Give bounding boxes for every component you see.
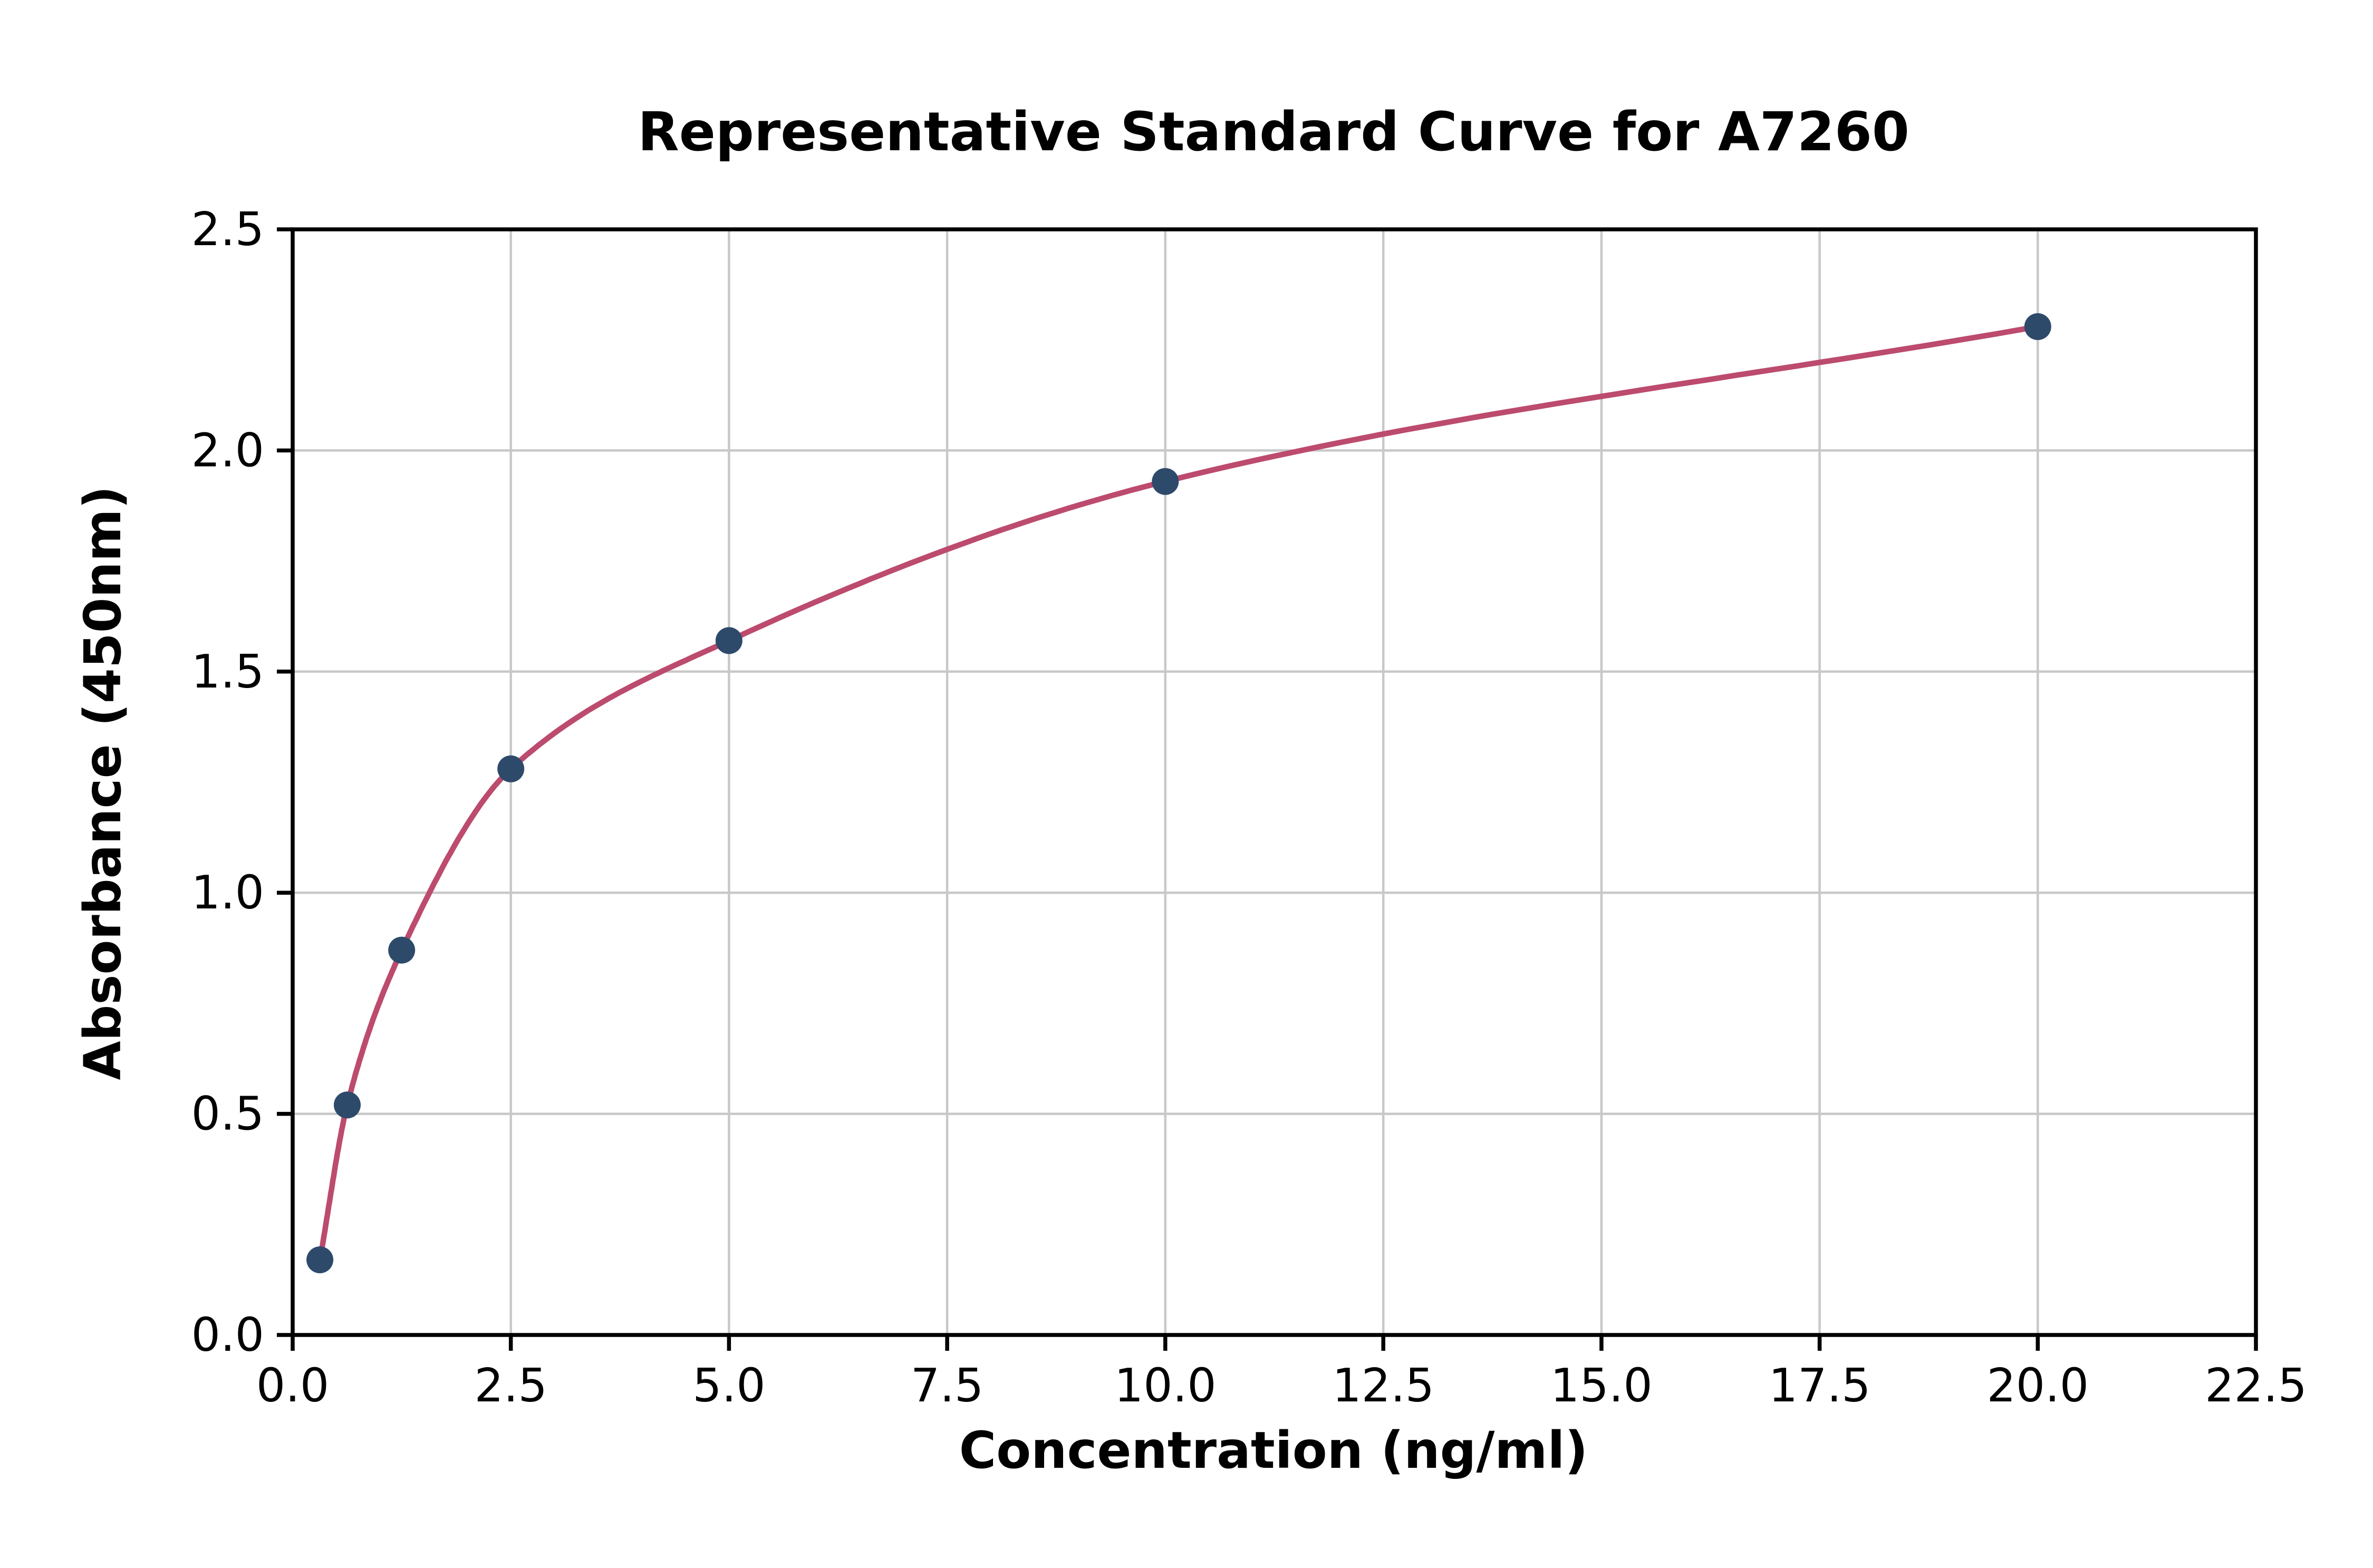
x-axis-label: Concentration (ng/ml): [959, 1421, 1588, 1480]
y-tick-label: 2.5: [191, 202, 264, 256]
x-tick-label: 20.0: [1986, 1359, 2089, 1412]
data-point: [334, 1091, 361, 1119]
x-tick-label: 7.5: [911, 1359, 983, 1412]
data-point: [715, 627, 742, 654]
plot-border: [291, 227, 2258, 1337]
y-axis-label: Absorbance (450nm): [73, 486, 132, 1080]
data-point: [306, 1246, 334, 1273]
y-tick-label: 1.0: [191, 866, 264, 919]
x-tick-label: 22.5: [2205, 1359, 2307, 1412]
x-tick-label: 10.0: [1114, 1359, 1217, 1412]
y-tick-label: 1.5: [191, 645, 264, 699]
data-point: [1152, 468, 1179, 495]
data-point: [2024, 313, 2051, 340]
data-points-layer: [306, 313, 2051, 1273]
x-tick-label: 0.0: [256, 1359, 329, 1412]
y-tick-label: 2.0: [191, 423, 264, 477]
data-point: [388, 936, 416, 964]
chart-title: Representative Standard Curve for A7260: [638, 101, 1909, 163]
y-tick-label: 0.5: [191, 1087, 264, 1141]
x-tick-label: 12.5: [1332, 1359, 1434, 1412]
data-point: [497, 755, 525, 782]
plot-area: [293, 229, 2256, 1335]
ticks-layer: [277, 227, 2258, 1351]
x-tick-label: 15.0: [1550, 1359, 1653, 1412]
x-tick-label: 2.5: [475, 1359, 547, 1412]
x-tick-label: 17.5: [1769, 1359, 1871, 1412]
tick-labels-layer: 0.0 2.5 5.0 7.5 10.0 12.5 15.0 17.5 20.0 22.5 0.0 0…: [191, 202, 2307, 1412]
y-tick-label: 0.0: [191, 1308, 264, 1362]
x-tick-label: 5.0: [692, 1359, 765, 1412]
